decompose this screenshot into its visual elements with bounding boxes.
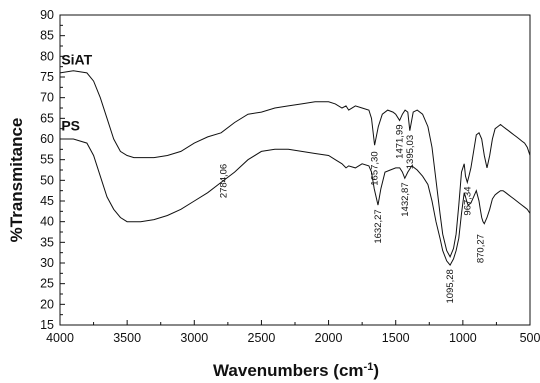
x-tick-label: 500 (520, 331, 540, 345)
series-line-ps (60, 138, 531, 266)
y-axis-title: %Transmitance (7, 118, 26, 243)
y-tick-label: 75 (40, 70, 54, 84)
x-axis-title-text: Wavenumbers (cm (213, 361, 364, 380)
peak-annotation: 1095,28 (445, 269, 456, 303)
y-tick-label: 90 (40, 8, 54, 22)
x-tick-label: 1500 (382, 331, 410, 345)
y-tick-label: 70 (40, 91, 54, 105)
x-tick-label: 3000 (180, 331, 208, 345)
series-label-ps: PS (61, 118, 80, 134)
y-tick-label: 35 (40, 235, 54, 249)
y-tick-label: 60 (40, 132, 54, 146)
x-tick-label: 3500 (113, 331, 141, 345)
peak-annotation: 1395,03 (405, 135, 416, 169)
y-tick-label: 50 (40, 173, 54, 187)
x-axis-title: Wavenumbers (cm-1) (213, 361, 379, 380)
peak-annotation: 2784,06 (218, 164, 229, 198)
y-tick-label: 65 (40, 111, 54, 125)
peak-annotation: 1432,87 (400, 182, 411, 216)
y-tick-label: 40 (40, 215, 54, 229)
plot-area: 15 20 25 30 35 40 45 50 55 60 65 70 75 80 85 90 4000 3500… (40, 8, 540, 345)
series-label-siat: SiAT (61, 52, 92, 68)
y-tick-label: 45 (40, 194, 54, 208)
x-tick-label: 4000 (46, 331, 74, 345)
x-axis-title-close: ) (373, 361, 379, 380)
peak-annotation: 1471,99 (395, 125, 406, 159)
peak-annotation: 1657,30 (370, 151, 381, 185)
y-tick-label: 55 (40, 153, 54, 167)
peak-annotation: 967,34 (462, 187, 473, 216)
y-tick-label: 85 (40, 29, 54, 43)
y-tick-label: 15 (40, 318, 54, 332)
plot-frame (59, 14, 531, 326)
y-tick-label: 25 (40, 277, 54, 291)
x-tick-label: 2500 (248, 331, 276, 345)
y-tick-label: 30 (40, 256, 54, 270)
series-line-siat (59, 70, 531, 258)
y-tick-label: 80 (40, 49, 54, 63)
x-tick-label: 2000 (315, 331, 343, 345)
peak-annotation: 870,27 (475, 234, 486, 263)
x-tick-label: 1000 (449, 331, 477, 345)
y-tick-label: 20 (40, 297, 54, 311)
x-axis-title-sup: -1 (364, 361, 374, 373)
peak-annotation: 1632,27 (373, 209, 384, 243)
